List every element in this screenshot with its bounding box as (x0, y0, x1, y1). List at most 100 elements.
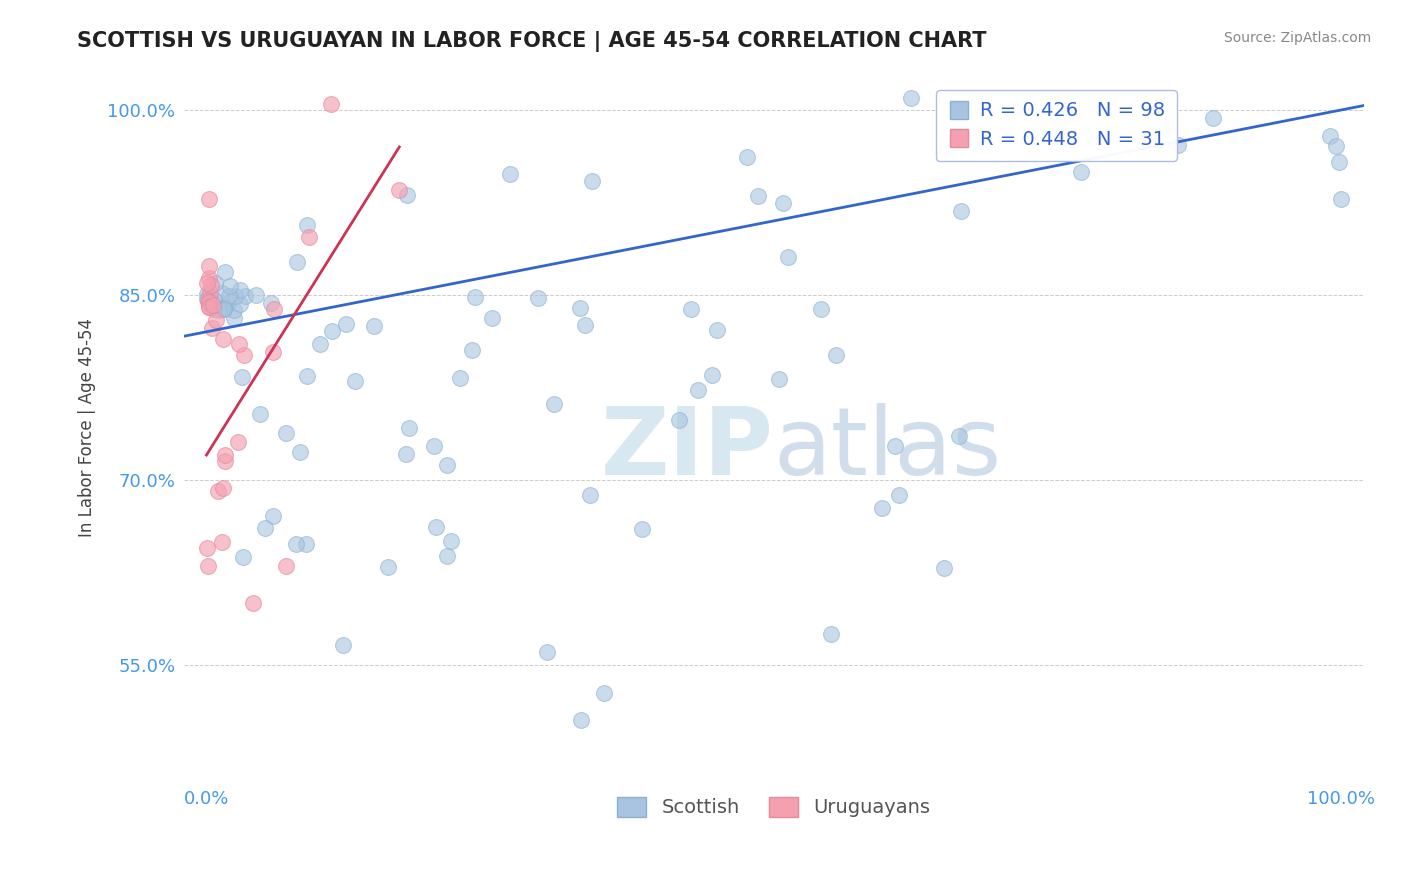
Point (686, 383, 709, 397)
Point (207, 484, 229, 499)
Point (1156, 120, 1178, 134)
Point (202, 301, 225, 316)
Point (214, 454, 236, 468)
Point (932, 561, 955, 575)
Point (211, 534, 233, 549)
Point (201, 321, 224, 335)
Point (260, 295, 283, 310)
Point (1327, 154, 1350, 169)
Point (222, 303, 245, 318)
Point (388, 183, 411, 197)
Point (222, 311, 245, 326)
Point (262, 509, 284, 524)
Point (200, 278, 222, 293)
Point (778, 250, 800, 264)
Point (195, 292, 218, 306)
Point (195, 541, 218, 555)
Point (214, 265, 236, 279)
Point (233, 289, 256, 303)
Point (205, 313, 228, 327)
Point (226, 435, 249, 450)
Point (204, 276, 226, 290)
Point (948, 428, 970, 442)
Point (201, 300, 224, 314)
Point (197, 559, 219, 574)
Point (436, 549, 458, 563)
Point (449, 371, 471, 385)
Point (884, 439, 907, 453)
Point (870, 501, 893, 516)
Point (254, 521, 277, 535)
Point (335, 317, 357, 331)
Point (217, 296, 239, 310)
Point (1007, 103, 1029, 117)
Point (201, 298, 224, 312)
Point (263, 302, 285, 317)
Point (568, 301, 591, 315)
Point (820, 627, 842, 641)
Point (1319, 128, 1341, 143)
Point (436, 458, 458, 473)
Point (231, 370, 253, 384)
Point (706, 322, 728, 336)
Point (228, 337, 250, 351)
Point (288, 445, 311, 459)
Point (274, 425, 297, 440)
Point (1324, 139, 1347, 153)
Point (197, 192, 219, 206)
Point (212, 481, 235, 495)
Point (212, 301, 235, 316)
Text: ZIP: ZIP (600, 402, 773, 494)
Point (396, 187, 419, 202)
Point (198, 260, 221, 274)
Point (481, 311, 503, 326)
Point (900, 90, 922, 104)
Point (309, 336, 332, 351)
Point (242, 596, 264, 610)
Point (543, 396, 565, 410)
Point (195, 276, 218, 290)
Point (398, 421, 420, 435)
Point (1070, 164, 1092, 178)
Point (297, 218, 319, 232)
Point (197, 271, 219, 285)
Point (197, 300, 219, 314)
Point (464, 290, 486, 304)
Point (211, 332, 233, 346)
Point (198, 286, 221, 301)
Point (219, 279, 242, 293)
Point (229, 284, 252, 298)
Point (274, 559, 297, 574)
Point (810, 302, 832, 317)
Point (681, 302, 703, 317)
Point (526, 291, 548, 305)
Text: SCOTTISH VS URUGUAYAN IN LABOR FORCE | AGE 45-54 CORRELATION CHART: SCOTTISH VS URUGUAYAN IN LABOR FORCE | A… (77, 31, 987, 53)
Point (214, 448, 236, 462)
Point (212, 301, 235, 316)
Point (702, 368, 724, 383)
Point (772, 196, 794, 211)
Point (574, 318, 596, 332)
Point (249, 407, 271, 421)
Point (294, 537, 316, 551)
Point (218, 289, 240, 303)
Point (229, 297, 252, 311)
Point (425, 520, 447, 534)
Point (747, 189, 769, 203)
Point (212, 301, 235, 316)
Point (887, 488, 910, 502)
Point (297, 230, 319, 244)
Point (768, 372, 790, 386)
Point (377, 560, 399, 574)
Point (536, 645, 558, 659)
Point (936, 141, 959, 155)
Point (198, 291, 221, 305)
Point (1202, 111, 1225, 125)
Y-axis label: In Labor Force | Age 45-54: In Labor Force | Age 45-54 (79, 318, 96, 537)
Legend: Scottish, Uruguayans: Scottish, Uruguayans (609, 789, 939, 825)
Point (1047, 112, 1070, 126)
Point (423, 439, 446, 453)
Point (1167, 138, 1189, 153)
Point (295, 368, 318, 383)
Point (232, 549, 254, 564)
